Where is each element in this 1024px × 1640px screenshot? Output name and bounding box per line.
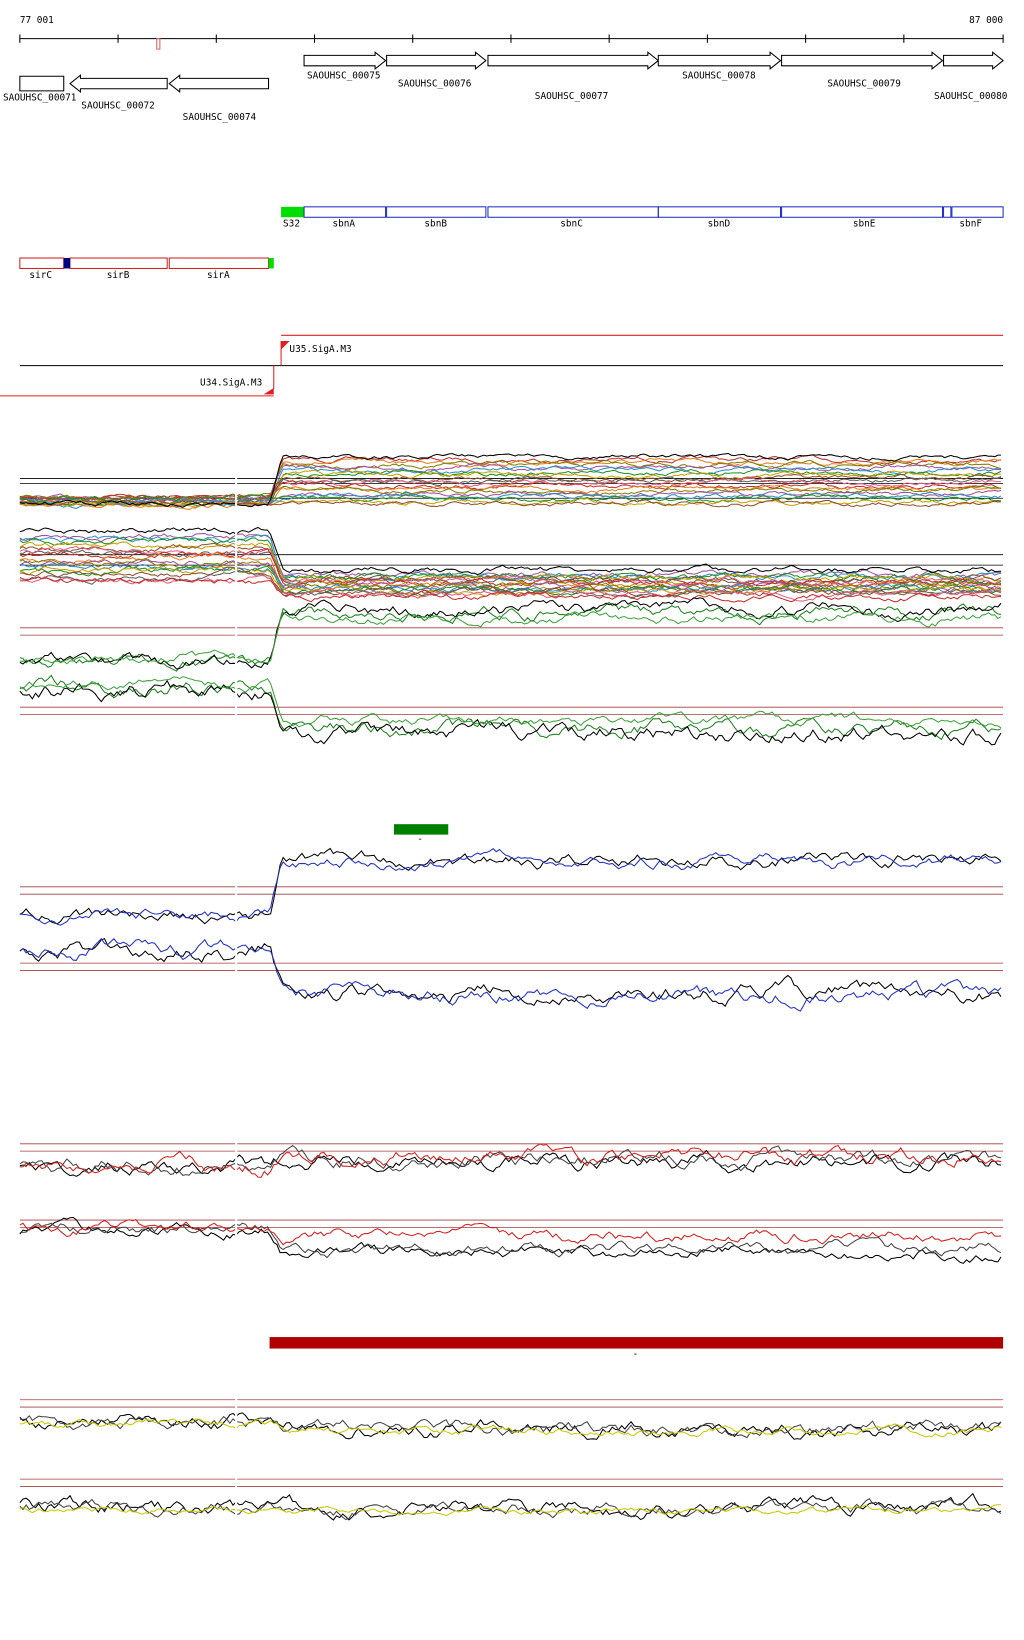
promoter-label: U35.SigA.M3 — [289, 344, 351, 355]
signal-line — [19, 1149, 1002, 1177]
operon-label: sbnF — [959, 219, 982, 230]
signal-line — [19, 574, 1002, 602]
gene-arrow — [657, 51, 782, 71]
operon-label: sbnA — [332, 219, 355, 230]
signal-line — [19, 676, 1002, 729]
signal-line — [19, 847, 1002, 925]
gene-arrow — [781, 51, 944, 71]
sir-gene — [168, 257, 270, 269]
gene-arrow — [303, 51, 387, 71]
gene-arrow — [943, 51, 1004, 71]
operon-label: sbnB — [424, 219, 447, 230]
promoter-flag — [280, 341, 290, 366]
signal-line — [19, 536, 1002, 585]
gene-label: SAOUHSC_00077 — [535, 91, 609, 102]
segment-marker: - — [632, 1349, 638, 1360]
sir-promoter — [268, 258, 274, 269]
signal-line — [19, 1412, 1002, 1440]
operon-gene — [657, 206, 782, 218]
signal-line — [19, 477, 1002, 506]
sir-label: sirB — [107, 270, 130, 281]
gene-label: SAOUHSC_00075 — [307, 70, 381, 81]
signal-line — [19, 1504, 1002, 1517]
operon-gene — [781, 206, 944, 218]
signal-line — [19, 452, 1002, 508]
operon-gene — [487, 206, 659, 218]
signal-line — [19, 597, 1002, 670]
signal-line — [19, 611, 1002, 665]
gene-label: SAOUHSC_00080 — [934, 91, 1008, 102]
signal-line — [19, 465, 1002, 509]
signal-line — [19, 601, 1002, 672]
segment-bar — [269, 1337, 1004, 1349]
signal-line — [19, 1418, 1002, 1438]
signal-line — [19, 1415, 1002, 1439]
sir-block — [63, 258, 71, 269]
operon-gene — [943, 206, 952, 218]
signal-line — [19, 679, 1002, 746]
gene-label: SAOUHSC_00071 — [3, 92, 77, 103]
signal-line — [19, 1222, 1002, 1259]
signal-line — [19, 491, 1002, 506]
signal-line — [19, 526, 1002, 576]
gene-label: SAOUHSC_00078 — [682, 70, 756, 81]
signal-line — [19, 576, 1002, 603]
signal-line — [19, 563, 1002, 594]
sir-label: sirC — [29, 270, 52, 281]
gene-label: SAOUHSC_00072 — [81, 101, 155, 112]
operon-label: sbnC — [560, 219, 583, 230]
segment-bar — [393, 824, 449, 835]
gene-arrow — [386, 51, 487, 71]
operon-label: S32 — [283, 219, 300, 230]
gene-arrow — [69, 74, 168, 94]
signal-line — [19, 1218, 1002, 1246]
operon-gene — [951, 206, 1004, 218]
operon-label: sbnD — [708, 219, 731, 230]
signal-line — [19, 494, 1002, 503]
signal-line — [19, 1492, 1002, 1521]
gene-arrow — [19, 75, 65, 92]
signal-line — [19, 483, 1002, 508]
operon-gene — [303, 206, 387, 218]
signal-line — [19, 541, 1002, 584]
signal-line — [19, 1143, 1002, 1178]
signal-line — [19, 498, 1002, 508]
ruler-end: 87 000 — [969, 15, 1003, 26]
signal-line — [19, 938, 1002, 1008]
operon-promoter — [281, 206, 305, 218]
sir-gene — [19, 257, 65, 269]
signal-line — [19, 937, 1002, 1012]
gene-label: SAOUHSC_00074 — [183, 112, 257, 123]
signal-line — [19, 848, 1002, 926]
operon-gene — [386, 206, 487, 218]
signal-line — [19, 551, 1002, 593]
segment-marker: - — [417, 834, 423, 845]
signal-line — [19, 548, 1002, 590]
sir-label: sirA — [207, 270, 230, 281]
ruler-start: 77 001 — [20, 15, 54, 26]
gene-label: SAOUHSC_00079 — [827, 79, 901, 90]
signal-line — [19, 1216, 1002, 1264]
signal-line — [19, 468, 1002, 507]
gene-arrow — [168, 74, 270, 94]
gene-arrow — [487, 51, 660, 71]
promoter-label: U34.SigA.M3 — [200, 377, 262, 388]
promoter-flag — [263, 365, 275, 395]
signal-line — [19, 564, 1002, 596]
signal-line — [19, 456, 1002, 511]
sir-gene — [69, 257, 168, 269]
ruler-marker — [156, 38, 161, 50]
signal-line — [19, 549, 1002, 587]
signal-line — [19, 1497, 1002, 1521]
gene-label: SAOUHSC_00076 — [398, 79, 472, 90]
signal-line — [19, 542, 1002, 587]
operon-label: sbnE — [853, 219, 876, 230]
